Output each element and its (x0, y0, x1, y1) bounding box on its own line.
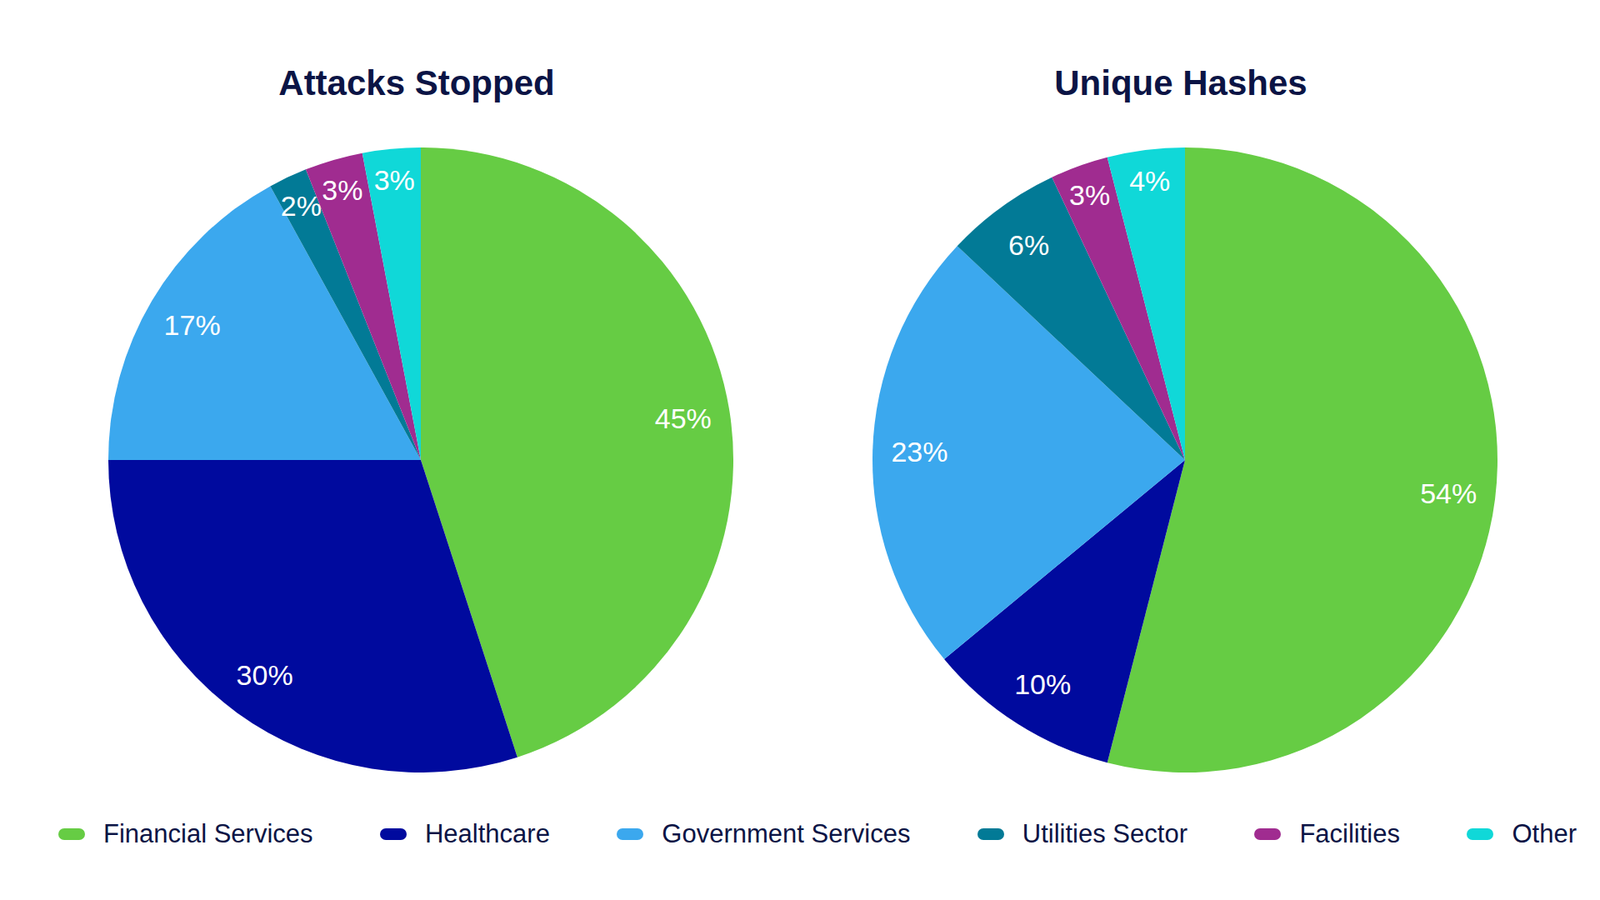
html-text:Other: Other (1512, 819, 1577, 849)
svg-text:3%: 3% (321, 174, 363, 206)
html-text:Government Services: Government Services (661, 819, 911, 849)
svg-text:3%: 3% (374, 164, 415, 196)
svg-text:54%: 54% (1420, 477, 1477, 510)
html-text:Unique Hashes: Unique Hashes (1054, 63, 1308, 103)
svg-text:17%: 17% (164, 309, 221, 341)
html-text:Utilities Sector: Utilities Sector (1022, 819, 1188, 849)
svg-text:6%: 6% (1008, 229, 1050, 261)
html-text:Healthcare: Healthcare (425, 819, 550, 849)
html-text:Financial Services: Financial Services (103, 819, 313, 849)
svg-text:2%: 2% (280, 190, 322, 222)
svg-text:3%: 3% (1069, 179, 1110, 211)
html-text:Facilities: Facilities (1299, 819, 1400, 849)
svg-text:10%: 10% (1014, 668, 1071, 700)
svg-text:45%: 45% (655, 402, 712, 435)
svg-text:4%: 4% (1129, 165, 1170, 197)
html-text:Attacks Stopped: Attacks Stopped (278, 63, 555, 103)
svg-text:30%: 30% (236, 659, 294, 691)
svg-text:23%: 23% (890, 435, 948, 468)
